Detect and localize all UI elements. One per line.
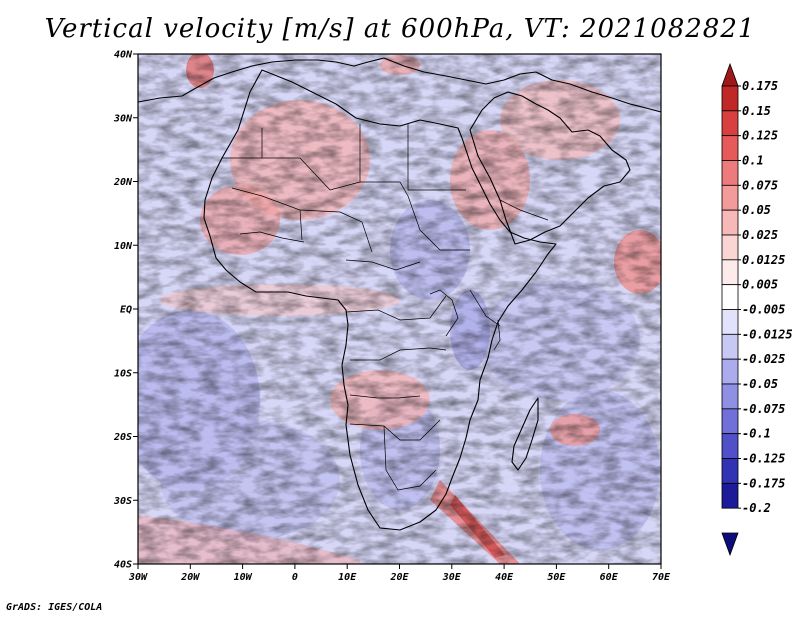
colorbar-swatch (721, 458, 739, 484)
colorbar-swatch (721, 408, 739, 435)
colorbar-swatch (721, 333, 739, 360)
madagascar-coastline (511, 397, 539, 471)
credit-text: GrADS: IGES/COLA (6, 602, 103, 613)
colorbar-label: 0.125 (742, 129, 778, 143)
colorbar-swatch (721, 184, 739, 211)
colorbar-swatch (721, 433, 739, 459)
colorbar-arrow-bottom (721, 532, 739, 557)
y-tick-label: 10S (114, 368, 132, 379)
colorbar-swatch (721, 234, 739, 261)
colorbar-label: 0.175 (742, 79, 778, 93)
velocity-field (138, 54, 661, 564)
colorbar-swatch (721, 482, 739, 509)
colorbar-label: -0.005 (742, 303, 785, 317)
colorbar-label: -0.2 (742, 501, 771, 515)
chart-title: Vertical velocity [m/s] at 600hPa, VT: 2… (44, 14, 756, 44)
colorbar-label: 0.0125 (742, 253, 785, 267)
country-borders (222, 124, 549, 491)
x-tick-label: 30W (128, 572, 148, 583)
y-tick-label: 40N (114, 50, 133, 61)
colorbar-swatch (721, 259, 739, 286)
map-area (137, 53, 662, 565)
coastlines (138, 57, 661, 531)
x-tick-label: 20E (389, 572, 409, 583)
longitude-axis: 30W 20W 10W 0 10E 20E 30E 40E 50E 60E 70E (128, 564, 671, 583)
x-tick-label: 0 (292, 572, 298, 583)
colorbar-swatch (721, 383, 739, 410)
colorbar-label: -0.05 (742, 377, 778, 391)
colorbar: 0.175 0.15 0.125 0.1 0.075 0.05 0.025 0.0125 0.0… (721, 62, 793, 557)
x-tick-label: 40E (495, 572, 514, 583)
colorbar-label: -0.025 (742, 352, 785, 366)
x-tick-label: 70E (652, 572, 671, 583)
colorbar-swatch (721, 160, 739, 186)
x-tick-label: 10W (234, 572, 253, 583)
colorbar-arrow-top (721, 62, 739, 87)
colorbar-label: 0.075 (742, 178, 778, 192)
x-tick-label: 10E (338, 572, 357, 583)
colorbar-swatch (721, 135, 739, 161)
y-tick-label: EQ (120, 305, 132, 316)
y-tick-label: 20S (113, 432, 132, 443)
colorbar-label: -0.0125 (742, 327, 793, 341)
colorbar-swatch (721, 110, 739, 137)
colorbar-swatch (721, 358, 739, 385)
y-tick-label: 30S (113, 496, 132, 507)
colorbar-label: -0.175 (742, 476, 785, 490)
y-tick-label: 30N (113, 113, 133, 124)
colorbar-swatch (721, 284, 739, 310)
arabian-peninsula-coastline (469, 91, 631, 245)
colorbar-swatch (721, 309, 739, 335)
colorbar-label: 0.005 (742, 278, 778, 292)
eurasia-coastline (138, 57, 661, 113)
x-tick-label: 50E (547, 572, 566, 583)
x-tick-label: 20W (180, 572, 200, 583)
colorbar-label: -0.1 (742, 427, 771, 441)
colorbar-swatch (721, 85, 739, 112)
colorbar-swatch (721, 209, 739, 236)
colorbar-label: -0.075 (742, 402, 785, 416)
y-tick-label: 10N (114, 241, 133, 252)
latitude-axis: 40N 30N 20N 10N EQ 10S 20S 30S 40S (113, 50, 138, 571)
colorbar-label: 0.05 (742, 203, 771, 217)
africa-coastline (203, 69, 557, 531)
colorbar-label: 0.1 (742, 154, 764, 168)
x-tick-label: 60E (600, 572, 619, 583)
colorbar-label: -0.125 (742, 452, 785, 466)
colorbar-label: 0.025 (742, 228, 778, 242)
colorbar-label: 0.15 (742, 104, 771, 118)
y-tick-label: 40S (114, 560, 132, 571)
y-tick-label: 20N (113, 177, 133, 188)
x-tick-label: 30E (442, 572, 462, 583)
